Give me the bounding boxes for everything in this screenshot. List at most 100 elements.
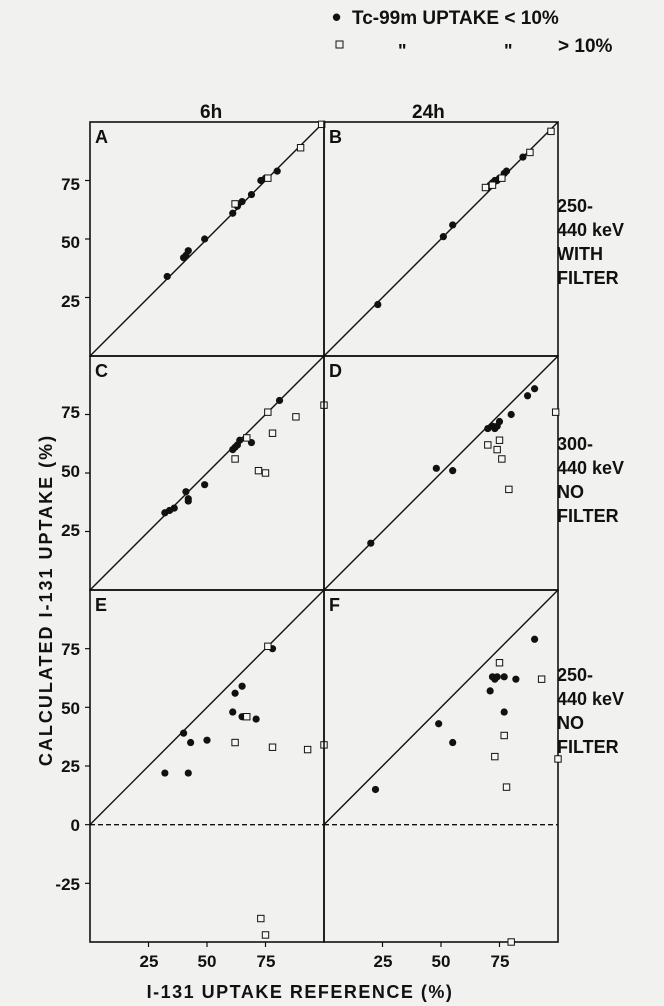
- y-tick-label: 75: [61, 175, 80, 194]
- data-point-filled: [512, 675, 520, 683]
- panel-letter: A: [95, 127, 108, 147]
- x-tick-label: 25: [140, 952, 159, 971]
- data-point-filled: [502, 167, 511, 175]
- data-point-open: [547, 127, 555, 136]
- panel-frame: [89, 589, 325, 943]
- data-point-filled: [523, 392, 532, 400]
- data-point-filled: [203, 736, 211, 744]
- row-label-line: 440 keV: [557, 220, 624, 240]
- data-point-open: [488, 181, 497, 189]
- data-point-open: [495, 436, 504, 444]
- data-point-filled: [495, 417, 504, 426]
- panel-letter: F: [329, 595, 340, 615]
- data-point-open: [493, 445, 501, 454]
- data-point-filled: [184, 497, 192, 505]
- panel-f: F: [323, 589, 562, 947]
- identity-line: [89, 589, 325, 826]
- row-label-line: 440 keV: [557, 458, 624, 478]
- data-point-filled: [182, 488, 190, 496]
- panel-c: C: [85, 355, 328, 591]
- data-point-filled: [247, 190, 256, 199]
- legend-open-label: > 10%: [558, 36, 613, 57]
- row-label-line: WITH: [557, 244, 603, 264]
- legend-ditto-mark: ": [504, 41, 513, 61]
- data-point-filled: [236, 436, 244, 444]
- data-point-open: [261, 931, 270, 939]
- row-label-line: NO: [557, 482, 584, 502]
- data-point-open: [254, 466, 263, 475]
- data-point-filled: [163, 272, 171, 281]
- y-tick-label: 25: [61, 757, 80, 776]
- data-point-filled: [180, 729, 188, 737]
- col-label-24h: 24h: [412, 102, 445, 123]
- panel-letter: E: [95, 595, 107, 615]
- row-label-line: 440 keV: [557, 689, 624, 709]
- data-point-open: [264, 174, 272, 182]
- legend: • Tc-99m UPTAKE < 10% " " > 10%: [332, 2, 613, 61]
- data-point-filled: [238, 682, 246, 690]
- col-label-6h: 6h: [200, 102, 222, 123]
- data-point-filled: [500, 708, 508, 716]
- y-tick-label: -25: [55, 875, 80, 894]
- panel-a: A: [85, 120, 326, 357]
- panel-d: D: [323, 355, 560, 591]
- data-point-filled: [184, 247, 192, 255]
- data-point-open: [296, 144, 305, 152]
- y-tick-label: 75: [61, 640, 80, 659]
- data-point-filled: [231, 689, 239, 697]
- y-tick-label: 50: [61, 233, 80, 252]
- data-point-filled: [507, 410, 515, 419]
- row-label-line: 300-: [557, 434, 593, 454]
- legend-ditto-mark: ": [398, 41, 407, 61]
- x-tick-label: 75: [491, 952, 510, 971]
- x-axis-title: I-131 UPTAKE REFERENCE (%): [147, 982, 454, 1002]
- data-point-filled: [486, 687, 494, 695]
- panel-b: B: [323, 121, 559, 357]
- data-point-filled: [439, 233, 447, 241]
- data-point-filled: [531, 635, 539, 643]
- x-tick-labels: 25 50 75 25 50 75: [140, 952, 510, 971]
- data-point-filled: [229, 708, 237, 716]
- data-point-open: [264, 408, 272, 416]
- data-point-open: [257, 914, 265, 923]
- data-point-open: [500, 731, 508, 740]
- data-point-open: [502, 783, 511, 791]
- panel-frame: [323, 589, 559, 943]
- data-point-filled: [367, 539, 375, 547]
- data-point-open: [491, 752, 499, 761]
- y-axis-title: CALCULATED I-131 UPTAKE (%): [36, 434, 56, 766]
- panel-letter: B: [329, 127, 342, 147]
- data-point-open: [264, 642, 272, 651]
- x-tick-label: 25: [374, 952, 393, 971]
- panel-e: E: [85, 589, 328, 947]
- data-point-filled: [449, 467, 457, 475]
- data-point-open: [231, 455, 239, 463]
- data-point-filled: [184, 769, 192, 777]
- data-point-filled: [252, 715, 260, 723]
- data-point-filled: [229, 209, 237, 217]
- row-label-line: 250-: [557, 196, 593, 216]
- identity-line: [323, 355, 559, 591]
- y-tick-label: 75: [61, 403, 80, 422]
- x-tick-label: 50: [432, 952, 451, 971]
- data-point-open: [554, 755, 562, 763]
- legend-open-square-marker: [335, 40, 344, 49]
- data-point-filled: [432, 464, 440, 472]
- identity-line: [89, 355, 325, 591]
- data-point-open: [292, 413, 300, 421]
- data-point-open: [243, 713, 251, 721]
- data-point-filled: [371, 785, 380, 794]
- data-point-filled: [449, 738, 457, 747]
- data-point-open: [551, 408, 560, 416]
- data-point-open: [303, 745, 312, 754]
- data-point-open: [498, 174, 506, 182]
- data-point-open: [507, 938, 515, 946]
- x-tick-label: 50: [198, 952, 217, 971]
- identity-line: [323, 589, 559, 826]
- data-point-open: [498, 455, 506, 463]
- y-tick-label: 25: [61, 521, 80, 540]
- data-point-open: [317, 120, 326, 129]
- data-point-open: [526, 148, 534, 157]
- data-point-filled: [435, 720, 443, 728]
